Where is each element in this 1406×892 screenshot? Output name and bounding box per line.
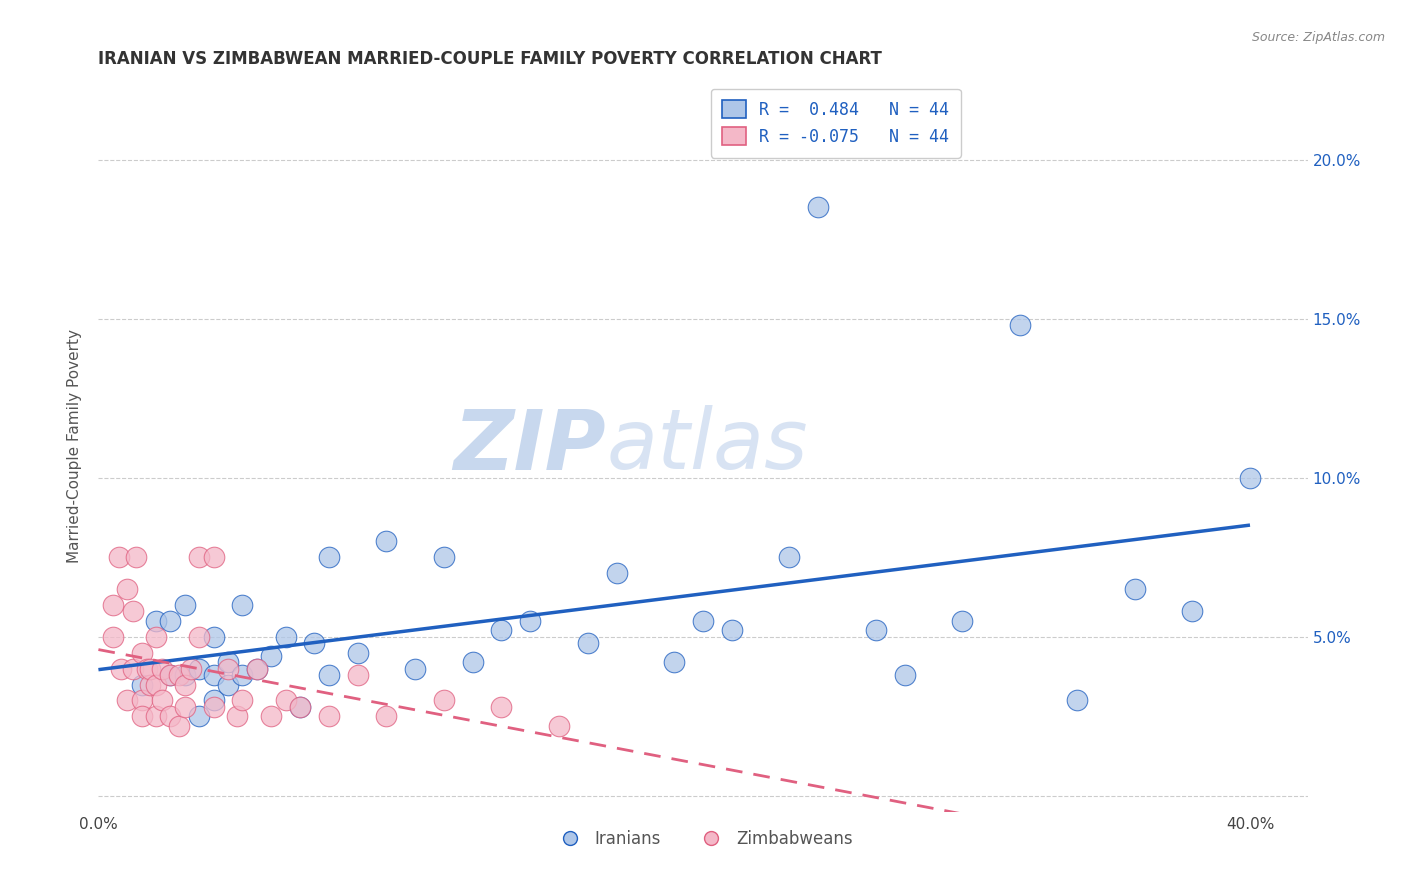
Point <box>217 677 239 691</box>
Point <box>778 550 800 565</box>
Point <box>139 677 162 691</box>
Point <box>576 636 599 650</box>
Point <box>131 693 153 707</box>
Point <box>139 662 162 676</box>
Point <box>145 677 167 691</box>
Point <box>1123 582 1146 596</box>
Point <box>167 668 190 682</box>
Point <box>173 699 195 714</box>
Point <box>107 550 129 565</box>
Point <box>274 630 297 644</box>
Point <box>173 668 195 682</box>
Point <box>188 662 211 676</box>
Point <box>720 624 742 638</box>
Point <box>246 662 269 676</box>
Point <box>260 648 283 663</box>
Point <box>202 630 225 644</box>
Point <box>159 668 181 682</box>
Point <box>225 709 247 723</box>
Point <box>865 624 887 638</box>
Point <box>318 668 340 682</box>
Point <box>274 693 297 707</box>
Point <box>375 709 398 723</box>
Text: atlas: atlas <box>606 406 808 486</box>
Point <box>145 614 167 628</box>
Point <box>433 693 456 707</box>
Point <box>231 668 253 682</box>
Point <box>1181 604 1204 618</box>
Point <box>131 677 153 691</box>
Point <box>202 699 225 714</box>
Point <box>131 709 153 723</box>
Point <box>1239 471 1261 485</box>
Point <box>1066 693 1088 707</box>
Point <box>231 598 253 612</box>
Point <box>807 201 830 215</box>
Point <box>288 699 311 714</box>
Point <box>318 550 340 565</box>
Point <box>188 709 211 723</box>
Point <box>491 699 513 714</box>
Point <box>606 566 628 581</box>
Point <box>101 630 124 644</box>
Point <box>150 693 173 707</box>
Legend: Iranians, Zimbabweans: Iranians, Zimbabweans <box>547 823 859 855</box>
Point <box>145 709 167 723</box>
Point <box>318 709 340 723</box>
Point <box>491 624 513 638</box>
Point <box>101 598 124 612</box>
Point <box>246 662 269 676</box>
Point <box>202 550 225 565</box>
Point <box>461 655 484 669</box>
Point <box>664 655 686 669</box>
Point <box>217 655 239 669</box>
Point <box>131 646 153 660</box>
Point <box>110 662 132 676</box>
Point <box>115 582 138 596</box>
Point <box>217 662 239 676</box>
Text: IRANIAN VS ZIMBABWEAN MARRIED-COUPLE FAMILY POVERTY CORRELATION CHART: IRANIAN VS ZIMBABWEAN MARRIED-COUPLE FAM… <box>98 50 883 68</box>
Point <box>125 550 148 565</box>
Point <box>893 668 915 682</box>
Point <box>519 614 541 628</box>
Point <box>950 614 973 628</box>
Point <box>145 630 167 644</box>
Point <box>375 534 398 549</box>
Point <box>115 693 138 707</box>
Point <box>548 719 571 733</box>
Point <box>180 662 202 676</box>
Point <box>136 662 159 676</box>
Text: Source: ZipAtlas.com: Source: ZipAtlas.com <box>1251 31 1385 45</box>
Point <box>1008 318 1031 333</box>
Point <box>231 693 253 707</box>
Point <box>202 693 225 707</box>
Point <box>167 719 190 733</box>
Point <box>173 677 195 691</box>
Point <box>692 614 714 628</box>
Point <box>433 550 456 565</box>
Text: ZIP: ZIP <box>454 406 606 486</box>
Y-axis label: Married-Couple Family Poverty: Married-Couple Family Poverty <box>67 329 83 563</box>
Point <box>159 668 181 682</box>
Point <box>122 604 145 618</box>
Point <box>346 646 368 660</box>
Point <box>288 699 311 714</box>
Point <box>173 598 195 612</box>
Point <box>304 636 326 650</box>
Point <box>122 662 145 676</box>
Point <box>404 662 426 676</box>
Point <box>159 614 181 628</box>
Point <box>159 709 181 723</box>
Point <box>260 709 283 723</box>
Point <box>202 668 225 682</box>
Point <box>188 630 211 644</box>
Point <box>150 662 173 676</box>
Point <box>346 668 368 682</box>
Point <box>188 550 211 565</box>
